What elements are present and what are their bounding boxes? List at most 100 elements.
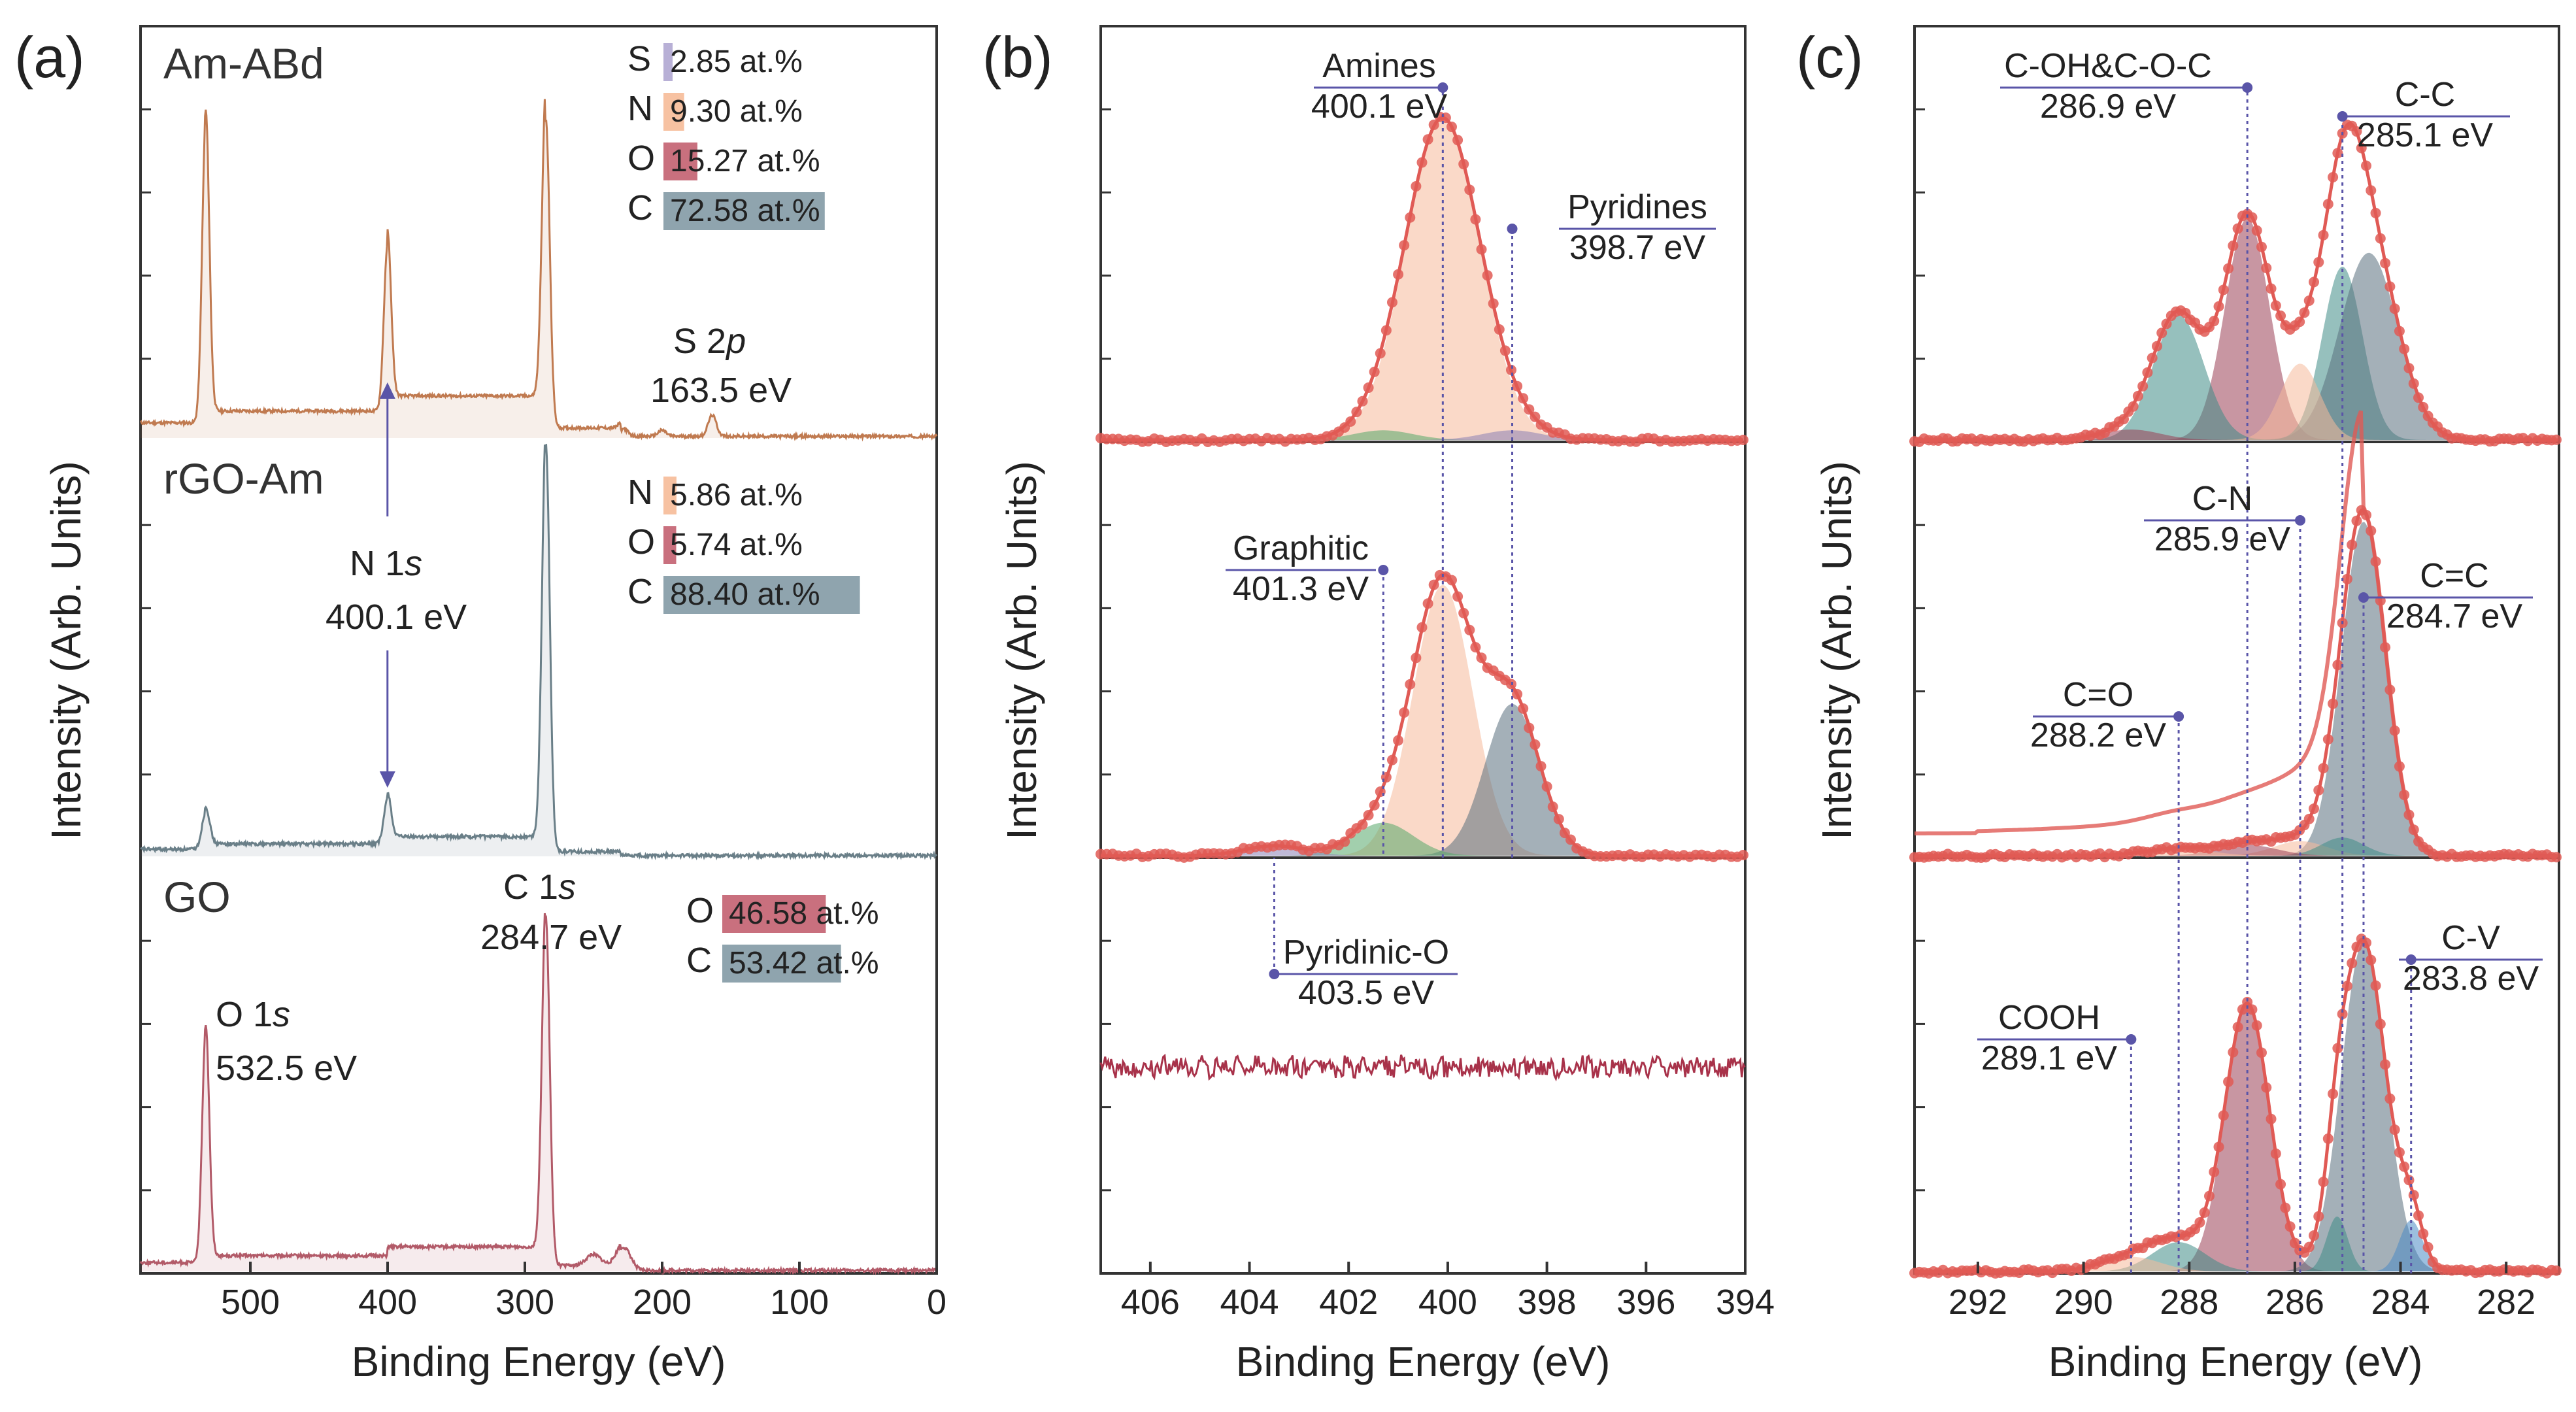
data-point [2228, 1047, 2239, 1058]
data-point [1452, 135, 1464, 146]
data-point [2337, 1009, 2348, 1020]
data-point [2161, 318, 2172, 329]
data-point [2422, 1241, 2434, 1252]
data-point [1369, 799, 1380, 811]
peak-label-value: 403.5 eV [1298, 974, 1434, 1012]
panel-letter-b: (b) [982, 25, 1053, 90]
composition-legend-am-abd: S 2.85 at.% N 9.30 at.% O 15.27 at.% C 72.58 at… [627, 39, 825, 230]
data-point [2328, 1088, 2339, 1100]
data-point [2380, 258, 2391, 269]
annotation-s2p-label: S 2p [673, 322, 746, 361]
peak-label-marker [1507, 224, 1518, 234]
data-point [2142, 367, 2153, 378]
composition-value: 88.40 at.% [670, 577, 820, 612]
x-tick-label: 290 [2054, 1283, 2113, 1322]
peak-label-marker [2337, 111, 2348, 122]
fit-component [1101, 585, 1745, 856]
data-point [2408, 378, 2419, 389]
data-point [2118, 414, 2130, 425]
data-point [1339, 836, 1350, 847]
data-point [2370, 980, 2381, 991]
data-point [2375, 233, 2386, 244]
composition-element: S [627, 39, 651, 78]
data-point [2341, 981, 2352, 992]
peak-label-name: Pyridines [1567, 188, 1707, 226]
data-point [1541, 781, 1552, 792]
data-point [2266, 1113, 2277, 1124]
data-point [1518, 393, 1529, 404]
arrow-down-head [379, 771, 395, 788]
data-point [2413, 392, 2424, 403]
data-point [2275, 311, 2286, 322]
data-point [1405, 212, 1416, 223]
data-point [1369, 366, 1380, 377]
data-point [2366, 954, 2377, 966]
composition-element: C [627, 572, 653, 611]
data-point [2403, 363, 2415, 374]
data-point [2147, 352, 2158, 363]
x-tick-label: 100 [770, 1283, 829, 1322]
composition-element: N [627, 89, 653, 128]
peak-label-value: 398.7 eV [1569, 229, 1705, 267]
data-point [2399, 1161, 2410, 1172]
data-point [2303, 813, 2315, 824]
data-point [2218, 1110, 2229, 1121]
data-point [2328, 698, 2339, 709]
data-point [1553, 814, 1564, 825]
peak-label-name: Graphitic [1233, 530, 1369, 567]
composition-value: 46.58 at.% [729, 896, 879, 931]
data-point [2384, 281, 2396, 292]
data-point [2237, 1004, 2248, 1015]
data-point [2551, 434, 2562, 445]
data-point [2247, 1004, 2258, 1015]
x-tick-label: 288 [2160, 1283, 2218, 1322]
data-point [2209, 1166, 2220, 1177]
data-point [1470, 214, 1481, 225]
composition-value: 5.86 at.% [670, 478, 803, 513]
panel-c-x-ticks: 292 290 288 286 284 282 [1915, 108, 2535, 1322]
annotation-o1s-value: 532.5 eV [216, 1049, 357, 1088]
survey-line [139, 99, 938, 442]
fit-tail [1915, 410, 2556, 858]
data-point [2132, 390, 2143, 401]
data-point [1737, 434, 1748, 445]
data-point [1530, 739, 1541, 750]
composition-element: O [627, 522, 655, 562]
data-point [1565, 834, 1577, 845]
data-point [2347, 539, 2358, 550]
data-point [2418, 401, 2429, 412]
composition-bar [663, 477, 677, 514]
composition-value: 9.30 at.% [670, 94, 803, 129]
fit-component [1915, 252, 2559, 440]
data-point [2318, 1177, 2329, 1188]
data-point [2270, 300, 2281, 311]
data-point [2394, 326, 2405, 337]
panel-b-x-ticks: 406 404 402 400 398 396 394 [1101, 108, 1775, 1322]
data-point [2270, 1148, 2281, 1159]
panel-a-y-axis-label: Intensity (Arb. Units) [42, 461, 90, 840]
data-point [2322, 199, 2333, 210]
panel-c-x-axis-label: Binding Energy (eV) [2049, 1338, 2423, 1385]
data-point [2280, 1202, 2291, 1213]
data-point [2313, 257, 2324, 268]
data-point [2351, 941, 2362, 952]
data-point [1476, 244, 1487, 255]
data-point [2332, 1043, 2343, 1054]
data-point [1458, 607, 1469, 618]
data-point [2294, 316, 2305, 328]
sample-name-am-abd: Am-ABd [163, 39, 324, 88]
peak-label-name: C=O [2063, 676, 2133, 714]
data-point [1386, 754, 1397, 765]
data-point [1512, 688, 1523, 699]
panel-a-survey: (a) 500 400 300 200 100 0 Binding Energy (eV)… [14, 25, 946, 1385]
x-tick-label: 400 [358, 1283, 417, 1322]
data-point [1422, 134, 1433, 145]
peak-label-value: 285.1 eV [2357, 116, 2493, 154]
composition-legend-rgo-am: N 5.86 at.% O 5.74 at.% C 88.40 at.% [627, 473, 860, 614]
composition-bar [722, 895, 826, 933]
peak-label-name: C-OH&C-O-C [2004, 47, 2212, 85]
data-point [2308, 277, 2319, 288]
data-point [2256, 1047, 2267, 1058]
data-point [2209, 316, 2220, 327]
